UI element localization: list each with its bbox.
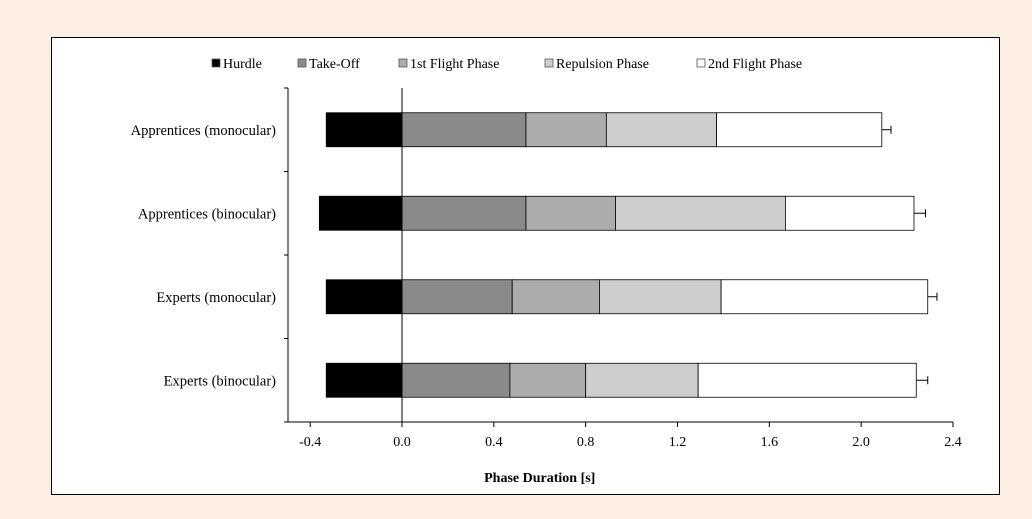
bar-segment [585,362,699,398]
bar-segment [599,279,722,315]
axes: -0.4 0.0 0.4 0.8 1.2 1.6 2.0 2.4 [284,87,962,450]
bar-segment [325,112,403,148]
bar-segment [325,279,403,315]
x-tick-label: -0.4 [299,435,321,450]
x-tick-label: 2.0 [852,435,870,450]
x-tick-label: 0.0 [393,435,411,450]
bar-segment [401,279,513,315]
legend-label: Repulsion Phase [556,57,649,72]
bar-segment [401,362,511,398]
legend-swatch [398,58,408,68]
bar-segment [318,195,403,231]
bar-segment [716,112,883,148]
bar-segment [605,112,717,148]
category-label: Experts (binocular) [164,373,277,389]
category-label: Experts (monocular) [156,290,276,306]
legend-label: 1st Flight Phase [410,57,499,72]
bar-segment [615,195,786,231]
legend-swatch [211,58,221,68]
bar-segment [401,112,527,148]
legend-label: Take-Off [309,57,360,72]
x-tick-label: 1.2 [669,435,687,450]
category-label: Apprentices (binocular) [138,206,276,222]
bar-segment [325,362,403,398]
bar-segment [697,362,917,398]
legend-swatch [297,58,307,68]
legend: Hurdle Take-Off 1st Flight Phase Repulsion … [211,57,802,72]
bar-segment [525,112,607,148]
bar-segment [401,195,527,231]
x-tick-label: 2.4 [944,435,962,450]
legend-swatch [544,58,554,68]
stacked-bar-chart: Hurdle Take-Off 1st Flight Phase Repulsion … [131,57,962,486]
plot-bars: Apprentices (monocular) Apprentices (bino… [131,112,938,398]
bar-segment [785,195,915,231]
bar-segment [525,195,616,231]
legend-swatch [696,58,706,68]
x-tick-label: 0.4 [485,435,503,450]
x-tick-label: 1.6 [761,435,779,450]
bar-segment [509,362,587,398]
bar-segment [720,279,929,315]
figure-panel: Hurdle Take-Off 1st Flight Phase Repulsion … [51,37,1000,495]
bar-segment [511,279,600,315]
category-label: Apprentices (monocular) [131,123,277,139]
legend-label: Hurdle [223,57,262,72]
x-axis-label: Phase Duration [s] [484,471,595,486]
x-tick-label: 0.8 [577,435,595,450]
legend-label: 2nd Flight Phase [708,57,802,72]
